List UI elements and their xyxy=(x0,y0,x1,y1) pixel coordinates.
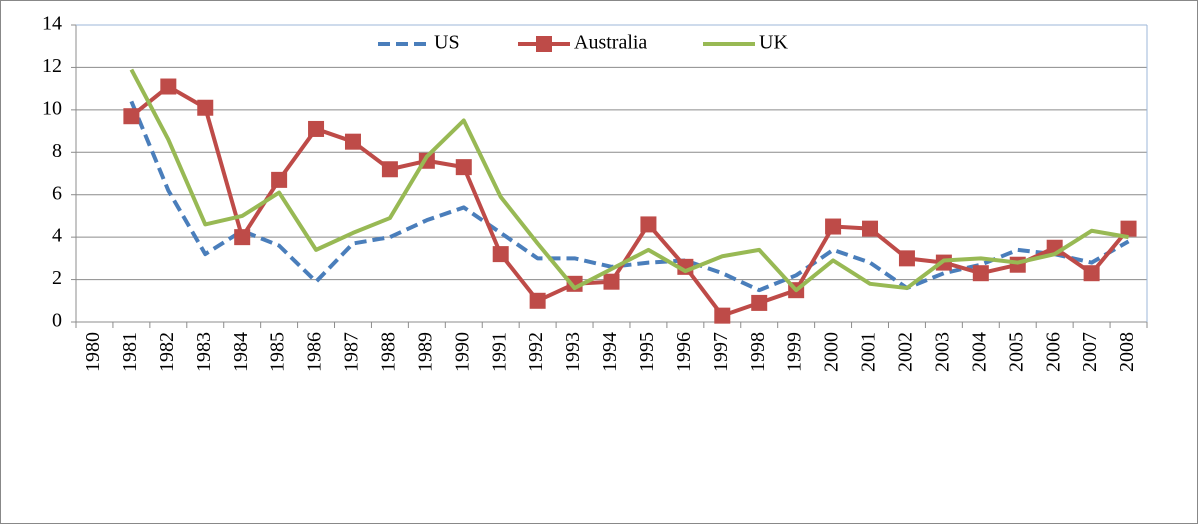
series-marker xyxy=(1009,256,1026,273)
series-marker xyxy=(381,161,398,178)
series-marker xyxy=(160,78,177,95)
legend-label: UK xyxy=(759,32,788,54)
series-marker xyxy=(197,99,214,116)
series-line xyxy=(130,84,1131,318)
series-marker xyxy=(825,218,842,235)
y-tick-label: 10 xyxy=(42,97,62,119)
series-marker xyxy=(603,273,620,290)
series-marker xyxy=(972,265,989,282)
y-tick-label: 12 xyxy=(42,55,62,77)
x-tick-label: 1983 xyxy=(193,332,215,372)
x-tick-label: 1991 xyxy=(488,332,510,372)
x-tick-label: 1980 xyxy=(82,332,104,372)
y-tick-label: 6 xyxy=(52,182,62,204)
x-tick-label: 1994 xyxy=(599,332,621,372)
legend-label: Australia xyxy=(574,32,647,54)
x-tick-label: 1987 xyxy=(341,332,363,372)
x-tick-label: 1990 xyxy=(451,332,473,372)
series-line xyxy=(129,100,1130,293)
series-marker xyxy=(271,171,288,188)
legend-label: US xyxy=(434,32,460,54)
x-tick-label: 1989 xyxy=(414,332,436,372)
x-tick-label: 2004 xyxy=(968,332,990,372)
x-tick-label: 1988 xyxy=(378,332,400,372)
x-tick-label: 1981 xyxy=(119,332,141,372)
series-marker xyxy=(640,216,657,233)
x-tick-label: 2000 xyxy=(821,332,843,372)
series-marker xyxy=(1083,265,1100,282)
y-tick-label: 14 xyxy=(42,13,62,35)
series-marker xyxy=(492,246,509,263)
series-marker xyxy=(751,294,768,311)
x-tick-label: 1984 xyxy=(230,332,252,372)
legend-marker xyxy=(536,36,552,52)
x-tick-label: 2001 xyxy=(858,332,880,372)
y-tick-label: 4 xyxy=(52,225,62,247)
x-tick-label: 1992 xyxy=(525,332,547,372)
series-marker xyxy=(123,108,140,125)
series-marker xyxy=(898,250,915,267)
x-tick-label: 1986 xyxy=(304,332,326,372)
x-tick-label: 1996 xyxy=(673,332,695,372)
series-marker xyxy=(529,292,546,309)
x-tick-label: 1993 xyxy=(562,332,584,372)
y-tick-label: 0 xyxy=(52,310,62,332)
y-tick-label: 2 xyxy=(52,267,62,289)
series-marker xyxy=(308,120,325,137)
x-tick-label: 2006 xyxy=(1042,332,1064,372)
series-marker xyxy=(1120,220,1137,237)
x-tick-label: 2003 xyxy=(931,332,953,372)
series-marker xyxy=(455,159,472,176)
x-tick-label: 2008 xyxy=(1116,332,1138,372)
series-marker xyxy=(344,133,361,150)
x-tick-label: 1982 xyxy=(156,332,178,372)
series-marker xyxy=(234,229,251,246)
x-tick-label: 2002 xyxy=(895,332,917,372)
y-tick-label: 8 xyxy=(52,140,62,162)
series-marker xyxy=(862,220,879,237)
series-line xyxy=(129,68,1129,293)
x-tick-label: 2007 xyxy=(1079,332,1101,372)
series-marker xyxy=(714,307,731,324)
x-tick-label: 1985 xyxy=(267,332,289,372)
x-tick-label: 1999 xyxy=(784,332,806,372)
x-tick-label: 1998 xyxy=(747,332,769,372)
x-tick-label: 1997 xyxy=(710,332,732,372)
x-tick-label: 2005 xyxy=(1005,332,1027,372)
x-tick-label: 1995 xyxy=(636,332,658,372)
